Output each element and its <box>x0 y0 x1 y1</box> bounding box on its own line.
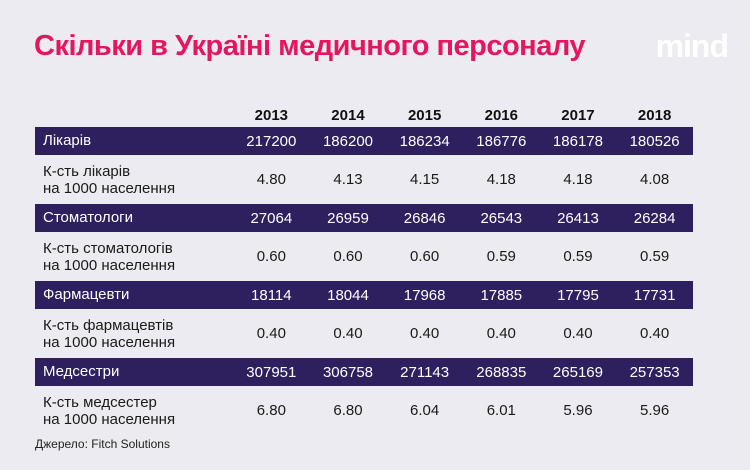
year-header: 2014 <box>331 106 365 124</box>
row-label-line: на 1000 населення <box>43 256 176 274</box>
row-label: К-сть медсестер на 1000 населення <box>35 394 233 428</box>
table-body: Лікарів 217200 186200 186234 186776 186178 180… <box>35 127 693 435</box>
table-row-total: Стоматологи 27064 26959 26846 26543 26413 2628… <box>35 204 693 232</box>
value-cell: 6.04 <box>410 402 440 419</box>
row-label-line: Стоматологи <box>43 209 134 226</box>
value-cell: 17968 <box>403 286 446 304</box>
source-note: Джерело: Fitch Solutions <box>35 437 170 451</box>
value-cell: 5.96 <box>563 402 593 419</box>
row-label-line: Лікарів <box>43 132 92 149</box>
year-header: 2013 <box>254 106 289 124</box>
value-cell: 17885 <box>480 286 523 304</box>
value-cell: 6.01 <box>486 402 516 419</box>
value-cell: 0.40 <box>256 325 286 342</box>
staff-table: 2013 2014 2015 2016 2017 2018 Лікарів 217… <box>35 103 693 435</box>
row-label-line: на 1000 населення <box>43 179 176 197</box>
value-cell: 6.80 <box>333 402 363 419</box>
value-cell: 27064 <box>250 209 293 227</box>
row-label-line: К-сть стоматологів <box>43 239 173 257</box>
value-cell: 257353 <box>629 363 680 381</box>
value-cell: 18044 <box>327 286 369 304</box>
value-cell: 26413 <box>557 209 599 227</box>
row-label-line: на 1000 населення <box>43 333 176 351</box>
value-cell: 186200 <box>322 132 374 150</box>
value-cell: 4.08 <box>640 171 670 188</box>
row-label-line: Фармацевти <box>43 286 130 303</box>
value-cell: 0.40 <box>486 325 516 342</box>
value-cell: 4.15 <box>410 171 440 188</box>
value-cell: 0.59 <box>563 248 593 265</box>
mind-logo: mind <box>655 28 729 64</box>
table-row-per-1000: К-сть фармацевтів на 1000 населення 0.40 0.… <box>35 309 693 358</box>
value-cell: 186178 <box>552 132 603 150</box>
row-label-line: К-сть фармацевтів <box>43 316 174 334</box>
row-label-line: К-сть медсестер <box>43 393 157 411</box>
year-header: 2018 <box>637 106 672 124</box>
value-cell: 0.60 <box>256 248 286 265</box>
value-cell: 265169 <box>552 363 603 381</box>
value-cell: 306758 <box>322 363 374 381</box>
value-cell: 0.40 <box>563 325 593 342</box>
value-cell: 5.96 <box>640 402 670 419</box>
value-cell: 307951 <box>246 363 297 381</box>
value-cell: 26284 <box>633 209 676 227</box>
value-cell: 4.18 <box>486 171 516 188</box>
value-cell: 4.18 <box>563 171 593 188</box>
value-cell: 180526 <box>629 132 680 150</box>
row-label-line: К-сть лікарів <box>43 162 131 180</box>
value-cell: 0.60 <box>410 248 440 265</box>
value-cell: 6.80 <box>256 402 286 419</box>
year-header: 2016 <box>484 106 518 124</box>
row-label: Стоматологи <box>35 209 233 227</box>
table-row-per-1000: К-сть лікарів на 1000 населення 4.80 4.13 4.… <box>35 155 693 204</box>
table-row-total: Медсестри 307951 306758 271143 268835 265169 2… <box>35 358 693 386</box>
value-cell: 268835 <box>476 363 527 381</box>
value-cell: 0.40 <box>640 325 670 342</box>
row-label: К-сть лікарів на 1000 населення <box>35 163 233 197</box>
value-cell: 0.60 <box>333 248 363 265</box>
table-header-row: 2013 2014 2015 2016 2017 2018 <box>35 103 693 127</box>
row-label: К-сть фармацевтів на 1000 населення <box>35 317 233 351</box>
value-cell: 0.59 <box>640 248 670 265</box>
value-cell: 4.80 <box>256 171 286 188</box>
value-cell: 186776 <box>476 132 527 150</box>
value-cell: 17731 <box>633 286 676 304</box>
value-cell: 0.40 <box>410 325 440 342</box>
value-cell: 17795 <box>557 286 599 304</box>
year-header: 2015 <box>407 106 442 124</box>
value-cell: 0.40 <box>333 325 363 342</box>
year-header: 2017 <box>561 106 595 124</box>
row-label-line: на 1000 населення <box>43 410 176 428</box>
value-cell: 271143 <box>400 363 450 381</box>
table-row-total: Фармацевти 18114 18044 17968 17885 17795 17731 <box>35 281 693 309</box>
row-label: К-сть стоматологів на 1000 населення <box>35 240 233 274</box>
value-cell: 0.59 <box>486 248 516 265</box>
table-row-total: Лікарів 217200 186200 186234 186776 186178 180… <box>35 127 693 155</box>
value-cell: 217200 <box>246 132 297 150</box>
value-cell: 26846 <box>403 209 446 227</box>
row-label-line: Медсестри <box>43 363 120 380</box>
table-row-per-1000: К-сть стоматологів на 1000 населення 0.60 0… <box>35 232 693 281</box>
row-label: Фармацевти <box>35 286 233 304</box>
value-cell: 186234 <box>399 132 450 150</box>
row-label: Медсестри <box>35 363 233 381</box>
row-label: Лікарів <box>35 132 233 150</box>
value-cell: 4.13 <box>333 171 363 188</box>
value-cell: 26543 <box>480 209 523 227</box>
page-title: Скільки в Україні медичного персоналу <box>34 30 586 62</box>
value-cell: 18114 <box>251 286 292 304</box>
value-cell: 26959 <box>327 209 369 227</box>
table-row-per-1000: К-сть медсестер на 1000 населення 6.80 6.80… <box>35 386 693 435</box>
